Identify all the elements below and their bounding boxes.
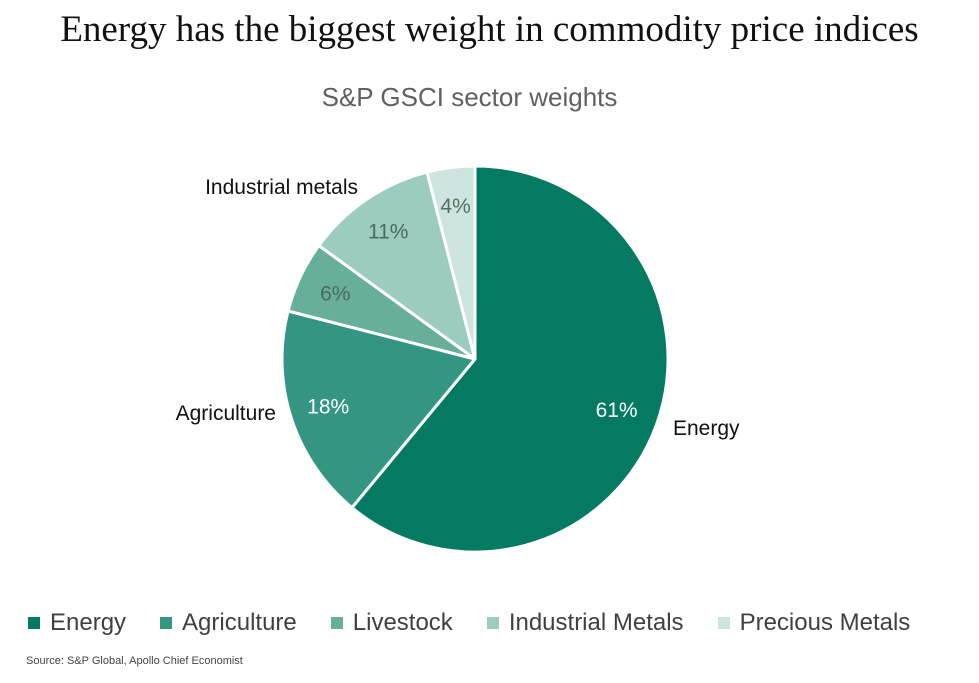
legend-label: Industrial Metals [508,609,684,636]
legend-swatch [717,617,730,629]
pie-slice-industrial-metals [317,170,477,361]
pie-category-label: Agriculture [176,402,276,425]
legend-item: Agriculture [160,609,297,637]
pie-data-label: 4% [440,195,470,218]
pie-data-label: 61% [596,399,638,422]
chart-title: S&P GSCI sector weights [321,82,618,112]
legend-item: Energy [28,609,126,637]
legend-label: Energy [50,609,127,636]
pie-slice-agriculture [280,309,477,510]
legend-swatch [28,617,40,629]
legend-item: Industrial Metals [486,609,684,637]
legend-item: Livestock [330,609,453,637]
legend-swatch [486,617,499,629]
pie-slice-energy [350,164,670,554]
pie-slice-precious-metals [425,164,477,361]
legend-item: Precious Metals [717,609,911,637]
pie-data-label: 18% [307,396,349,419]
pie-data-label: 6% [320,282,350,305]
pie-category-label: Energy [673,417,740,440]
legend-label: Agriculture [182,609,297,636]
legend-swatch [330,617,343,629]
page-title: Energy has the biggest weight in commodi… [60,9,919,50]
legend-label: Precious Metals [739,609,911,636]
source-note: Source: S&P Global, Apollo Chief Economi… [26,655,243,667]
legend-swatch [160,617,173,629]
chart-legend: Energy Agriculture Livestock Industrial Met… [28,606,944,640]
pie-chart: 61% Energy 18% Agriculture 6% 11% Industrial m… [176,164,740,554]
pie-category-label: Industrial metals [205,176,358,199]
legend-label: Livestock [352,609,453,636]
pie-data-label: 11% [368,220,408,243]
